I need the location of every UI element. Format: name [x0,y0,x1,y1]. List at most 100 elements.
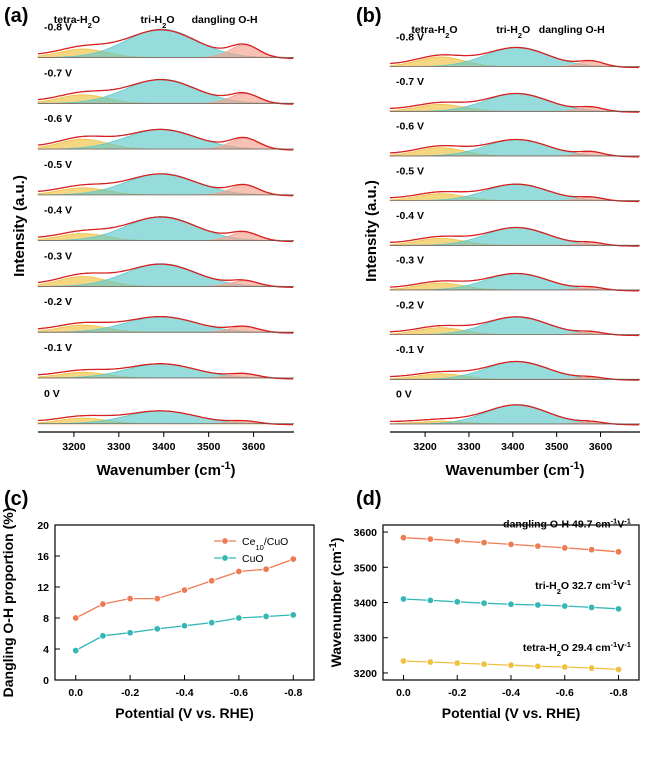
panel-d-point [534,601,542,609]
panel-b-potential-label: -0.1 V [396,344,424,356]
panel-a-spectra [37,28,295,426]
panel-a-potential-label: -0.1 V [44,342,72,354]
panel-d-point [453,659,461,667]
panel-c-series-line [75,614,294,652]
panel-a-x-axis-title: Wavenumber (cm-1) [96,460,235,479]
panel-b-x-tick-label: 3500 [545,441,569,453]
panel-d-y-tick-label: 3500 [354,562,378,574]
panel-a-envelope-5 [37,263,294,288]
panel-b-potential-label: -0.3 V [396,255,424,267]
panel-b-potential-label: -0.7 V [396,76,424,88]
panel-b-envelope-8 [390,404,640,426]
panel-b-envelope-0 [389,46,640,69]
panel-b-potential-label: -0.4 V [396,210,424,222]
panel-c-plot-frame [54,524,315,681]
panel-label-a: (a) [4,5,28,27]
panel-a-envelope-0 [37,29,294,60]
panel-c-legend-label: Ce10/CuO [242,536,288,552]
panel-label-d: (d) [356,488,382,510]
panel-d-point [614,665,623,674]
panel-c-point [262,565,270,573]
panel-c-y-tick-label: 20 [37,520,49,532]
panel-c-x-tick-label: -0.6 [230,687,248,699]
panel-b-envelope-3 [390,183,640,203]
panel-d-point [399,657,408,665]
panel-b-envelope-7 [390,360,640,381]
panel-b-x-tick-label: 3400 [501,441,525,453]
panel-a-potential-label: -0.2 V [44,296,72,308]
panel-d-point [587,664,596,672]
panel-c-x-tick-label: -0.8 [284,687,302,699]
panel-a-peak-label: tri-H2O [141,14,175,30]
panel-c-point [153,625,162,633]
panel-d-point [507,540,515,549]
panel-c-point [153,594,162,603]
panel-b-potential-label: 0 V [396,389,412,401]
panel-c-legend-marker [221,554,229,562]
panel-d-x-tick-label: -0.8 [609,687,627,699]
panel-d-point [561,602,569,610]
panel-d-point [480,599,488,607]
panel-c-point [207,577,216,585]
panel-a-potential-label: -0.4 V [44,205,72,217]
panel-label-c: (c) [4,488,28,510]
panel-a-envelope-1 [37,78,294,105]
panel-b-peak-label: tri-H2O [496,24,530,40]
panel-b-y-axis-title: Intensity (a.u.) [363,180,380,282]
panel-d-series-annotation: dangling O-H 49.7 cm-1V-1 [503,516,631,531]
panel-d-point [426,535,435,543]
panel-a-envelope-2 [37,128,294,151]
panel-d-point [534,542,542,550]
panel-c-y-tick-label: 16 [37,551,49,563]
panel-a-envelope-7 [37,363,294,380]
panel-c-x-axis-title: Potential (V vs. RHE) [115,705,253,721]
panel-c-y-tick-label: 4 [43,644,49,656]
panel-d-series-annotation: tri-H2O 32.7 cm-1V-1 [535,577,631,595]
panel-b-potential-label: -0.6 V [396,121,424,133]
panel-c-point [180,622,189,630]
panel-c-legend-label: CuO [242,553,264,565]
panel-b-envelope-1 [389,92,640,113]
panel-d-point [561,663,569,671]
panel-c-point [235,614,243,622]
panel-d-x-tick-label: 0.0 [396,687,411,699]
panel-a-potential-label: -0.6 V [44,113,72,125]
panel-a-potential-label: -0.3 V [44,250,72,262]
panel-c-point [99,632,107,640]
panel-d-x-tick-label: -0.6 [556,687,574,699]
panel-c-point [180,586,189,594]
panel-b-envelope-4 [389,226,640,247]
panel-b-envelope-6 [390,316,640,337]
panel-c-y-tick-label: 8 [43,613,49,625]
panel-c-point [235,567,243,576]
panel-b-peak-label: tetra-H2O [411,24,457,40]
panel-c-point [126,594,134,603]
panel-d-point [426,658,435,666]
panel-b-x-tick-label: 3600 [589,441,613,453]
panel-d-y-axis-title: Wavenumber (cm-1) [328,538,345,668]
panel-c-point [72,614,80,622]
panel-d-point [480,660,488,668]
panel-c-y-tick-label: 12 [37,582,49,594]
panel-b-spectra [389,46,641,426]
panel-d-x-tick-label: -0.2 [448,687,466,699]
panel-a-envelope-4 [37,216,294,243]
panel-d-point [507,661,515,669]
panel-a-potential-label: -0.5 V [44,159,72,171]
panel-c-x-tick-label: -0.4 [175,687,193,699]
panel-a-peak-label: tetra-H2O [54,14,100,30]
panel-d-point [507,600,515,608]
panel-d-point [426,596,435,605]
panel-a-envelope-3 [37,173,294,197]
panel-a-potential-label: -0.8 V [44,22,72,34]
panel-b-potential-label: -0.5 V [396,165,424,177]
panel-d-y-tick-label: 3600 [354,527,378,539]
panel-a-x-tick-label: 3200 [62,441,86,453]
panel-a-potential-label: -0.7 V [44,67,72,79]
panel-d-y-tick-label: 3300 [354,633,378,645]
panel-b-envelope-5 [389,272,640,292]
panel-d-point [399,533,408,542]
panel-c-x-tick-label: -0.2 [121,687,139,699]
panel-a-envelope-8 [37,410,294,426]
panel-a-y-axis-title: Intensity (a.u.) [11,175,28,277]
